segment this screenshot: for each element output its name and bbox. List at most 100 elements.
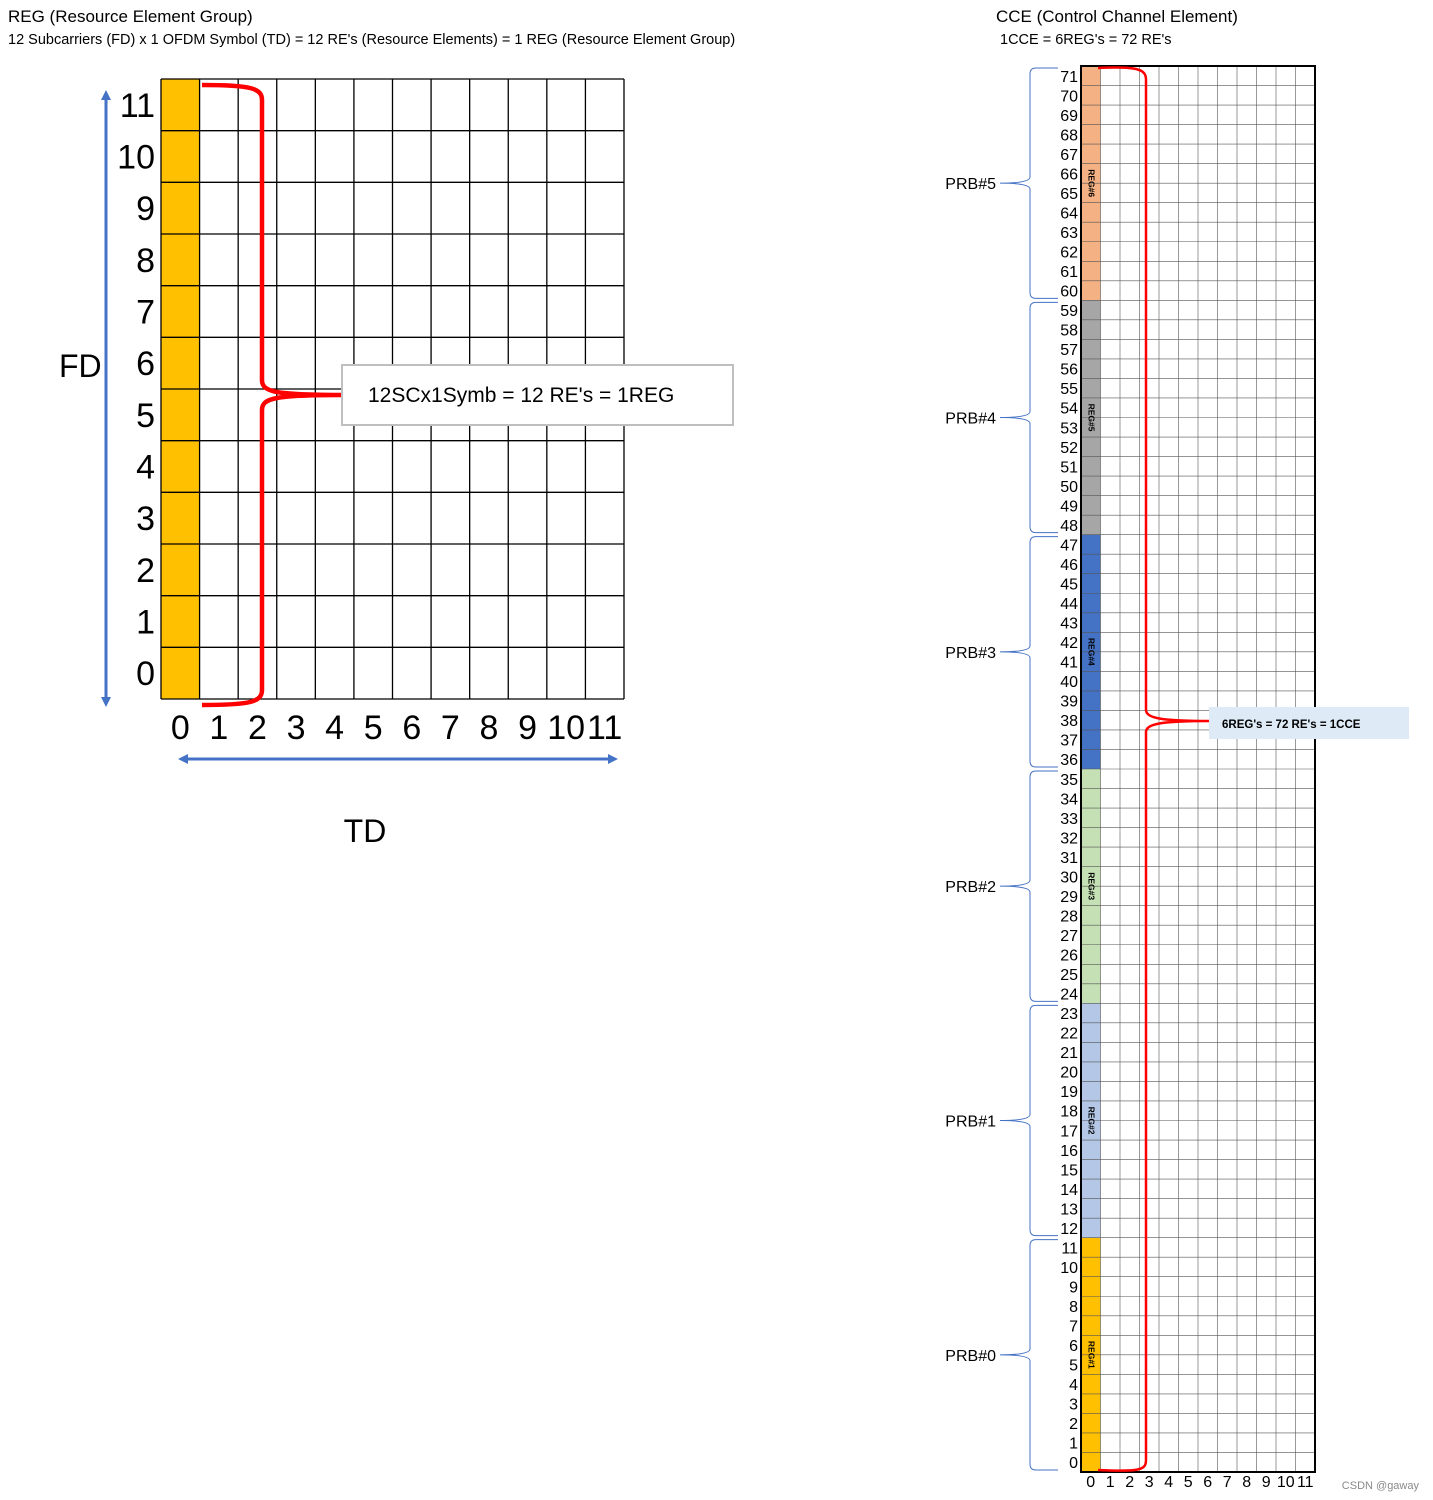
cce-col-label: 6 [1203,1474,1212,1491]
cce-reg-label: REG#4 [1087,638,1097,666]
cce-row-label: 23 [1060,1006,1078,1023]
prb-label: PRB#5 [945,176,996,193]
watermark: CSDN @gaway [1341,1480,1419,1492]
cce-row-label: 4 [1069,1377,1078,1394]
reg-row-label: 4 [136,449,155,487]
prb-brace [999,1004,1058,1237]
reg-col-label: 2 [248,709,267,747]
reg-row-label: 0 [136,655,155,693]
cce-reg-label: REG#5 [1087,404,1097,432]
cce-reg-label: REG#1 [1087,1341,1097,1369]
cce-row-label: 6 [1069,1338,1078,1355]
cce-reg-label: REG#3 [1087,872,1097,900]
cce-row-label: 18 [1060,1104,1078,1121]
cce-col-label: 9 [1262,1474,1271,1491]
reg-row-label: 6 [136,345,155,383]
cce-row-label: 21 [1060,1045,1078,1062]
reg-row-label: 1 [136,604,155,642]
cce-row-label: 32 [1060,830,1078,847]
cce-col-label: 8 [1242,1474,1251,1491]
cce-row-label: 61 [1060,264,1078,281]
cce-row-label: 63 [1060,225,1078,242]
cce-grid-border [1080,65,1316,1473]
cce-col-label: 3 [1145,1474,1154,1491]
cce-row-label: 46 [1060,557,1078,574]
reg-row-label: 11 [120,87,155,125]
cce-row-label: 48 [1060,518,1078,535]
cce-col-label: 10 [1277,1474,1295,1491]
cce-row-label: 43 [1060,616,1078,633]
cce-row-label: 8 [1069,1299,1078,1316]
prb-label: PRB#2 [945,879,996,896]
cce-row-label: 2 [1069,1416,1078,1433]
cce-row-label: 66 [1060,166,1078,183]
cce-title: CCE (Control Channel Element) [996,7,1238,26]
cce-row-label: 30 [1060,869,1078,886]
cce-reg-label: REG#6 [1087,169,1097,197]
cce-row-label: 10 [1060,1260,1078,1277]
reg-col-label: 0 [171,709,190,747]
cce-row-label: 1 [1069,1436,1078,1453]
reg-row-label: 8 [136,242,155,280]
cce-row-label: 54 [1060,401,1078,418]
cce-reg-label: REG#2 [1087,1107,1097,1135]
cce-col-label: 1 [1106,1474,1115,1491]
prb-brace [999,67,1058,299]
cce-row-label: 42 [1060,635,1078,652]
prb-label: PRB#3 [945,645,996,662]
cce-row-label: 57 [1060,342,1078,359]
cce-row-label: 71 [1060,69,1078,86]
cce-row-label: 22 [1060,1026,1078,1043]
cce-row-label: 0 [1069,1455,1078,1472]
prb-label: PRB#4 [945,411,996,428]
cce-row-label: 62 [1060,245,1078,262]
cce-row-label: 58 [1060,323,1078,340]
reg-row-label: 7 [136,294,155,332]
reg-col-label: 4 [325,709,344,747]
cce-row-label: 31 [1060,850,1078,867]
reg-col-label: 10 [547,709,585,747]
cce-row-label: 56 [1060,362,1078,379]
reg-col-label: 11 [587,709,622,747]
cce-row-label: 38 [1060,713,1078,730]
cce-row-label: 15 [1060,1162,1078,1179]
cce-row-label: 11 [1061,1240,1078,1257]
cce-row-label: 14 [1060,1182,1078,1199]
cce-row-label: 29 [1060,889,1078,906]
cce-row-label: 65 [1060,186,1078,203]
cce-row-label: 12 [1060,1221,1078,1238]
cce-row-label: 67 [1060,147,1078,164]
cce-row-label: 68 [1060,127,1078,144]
cce-row-label: 45 [1060,576,1078,593]
prb-label: PRB#1 [945,1114,996,1131]
reg-col-label: 9 [518,709,537,747]
cce-row-label: 25 [1060,967,1078,984]
td-label: TD [344,813,387,849]
reg-col-label: 1 [209,709,228,747]
reg-col-label: 8 [479,709,498,747]
cce-row-label: 27 [1060,928,1078,945]
cce-row-label: 26 [1060,948,1078,965]
prb-brace [999,301,1058,534]
cce-col-label: 4 [1164,1474,1173,1491]
cce-row-label: 52 [1060,440,1078,457]
cce-row-label: 47 [1060,537,1078,554]
reg-row-label: 9 [136,190,155,228]
reg-col-label: 7 [441,709,460,747]
cce-row-label: 9 [1069,1279,1078,1296]
cce-row-label: 39 [1060,694,1078,711]
cce-row-label: 51 [1060,459,1078,476]
cce-row-label: 3 [1069,1397,1078,1414]
reg-row-label: 3 [136,500,155,538]
cce-row-label: 55 [1060,381,1078,398]
cce-col-label: 5 [1184,1474,1193,1491]
cce-row-label: 64 [1060,205,1078,222]
reg-row-label: 10 [117,139,155,177]
reg-row-label: 2 [136,552,155,590]
reg-callout-box [341,364,734,426]
cce-row-label: 13 [1060,1201,1078,1218]
reg-col-label: 5 [364,709,383,747]
cce-row-label: 69 [1060,108,1078,125]
cce-row-label: 19 [1060,1084,1078,1101]
